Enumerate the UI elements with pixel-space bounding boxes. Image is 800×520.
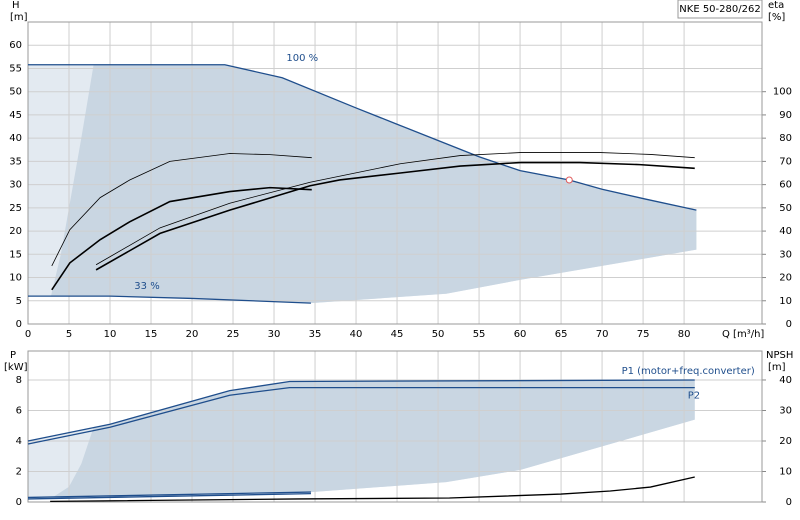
y-tick-label: 25 (9, 203, 22, 214)
y2-tick-label: 50 (779, 203, 792, 214)
y-tick-label: 0 (16, 497, 22, 508)
y2-tick-label: 90 (779, 110, 792, 121)
x-tick-label: 50 (432, 329, 445, 340)
curve (95, 161, 695, 271)
x-tick-label: 25 (227, 329, 240, 340)
curve (51, 186, 312, 291)
duty-point (565, 176, 573, 184)
x-tick-label: 20 (186, 329, 199, 340)
y2-axis-label: eta (768, 0, 784, 11)
y-tick-label: 2 (16, 466, 22, 477)
curve-label: P2 (688, 391, 700, 402)
y-axis-unit: [kW] (4, 362, 28, 373)
y-tick-label: 6 (16, 405, 22, 416)
y2-tick-label: 30 (779, 249, 792, 260)
x-tick-label: 35 (309, 329, 322, 340)
curve (28, 64, 697, 211)
x-tick-label: 55 (473, 329, 486, 340)
curve-label: 100 % (286, 53, 318, 64)
curve (27, 491, 311, 499)
y2-tick-label: 0 (786, 319, 792, 330)
y-tick-label: 35 (9, 156, 22, 167)
y-tick-label: 50 (9, 87, 22, 98)
x-tick-label: 15 (145, 329, 158, 340)
plot-frame (27, 21, 763, 325)
y-tick-label: 60 (9, 40, 22, 51)
curve (27, 386, 695, 445)
y2-tick-label: 80 (779, 133, 792, 144)
plot-frame (27, 350, 763, 503)
y2-tick-label: 40 (779, 226, 792, 237)
y2-tick-label: 20 (779, 436, 792, 447)
y-tick-label: 0 (16, 319, 22, 330)
x-tick-label: 10 (104, 329, 117, 340)
y2-tick-label: 10 (779, 296, 792, 307)
curve (28, 295, 311, 304)
y-tick-label: 10 (9, 273, 22, 284)
x-tick-label: 80 (678, 329, 691, 340)
operating-range (52, 379, 695, 498)
x-tick-label: 70 (596, 329, 609, 340)
y2-tick-label: 0 (786, 497, 792, 508)
curve-label: P1 (motor+freq.converter) (622, 366, 755, 377)
y-axis-unit: [m] (10, 12, 28, 23)
curve (95, 152, 695, 266)
x-tick-label: 0 (25, 329, 31, 340)
curve-label: 33 % (134, 281, 159, 292)
curve (27, 492, 311, 500)
x-tick-label: 75 (637, 329, 650, 340)
operating-range (50, 64, 697, 304)
y-tick-label: 40 (9, 133, 22, 144)
y-tick-label: 15 (9, 249, 22, 260)
y-axis-label: H (12, 0, 20, 11)
x-tick-label: 30 (268, 329, 281, 340)
x-tick-label: 45 (391, 329, 404, 340)
title-box (677, 0, 763, 19)
y2-tick-label: 70 (779, 156, 792, 167)
y2-tick-label: 60 (779, 180, 792, 191)
y2-axis-unit: [m] (768, 362, 786, 373)
chart-title: NKE 50-280/262 (679, 4, 760, 15)
y-tick-label: 8 (16, 375, 22, 386)
y2-tick-label: 40 (779, 375, 792, 386)
x-tick-label: 60 (514, 329, 527, 340)
y-tick-label: 5 (16, 296, 22, 307)
y-tick-label: 30 (9, 180, 22, 191)
y-tick-label: 20 (9, 226, 22, 237)
x-tick-label: 40 (350, 329, 363, 340)
y2-tick-label: 100 (773, 87, 792, 98)
y2-axis-unit: [%] (768, 12, 785, 23)
y2-tick-label: 20 (779, 273, 792, 284)
y-tick-label: 45 (9, 110, 22, 121)
x-tick-label: 5 (66, 329, 72, 340)
curve (50, 476, 695, 503)
y2-tick-label: 10 (779, 466, 792, 477)
y-axis-label: P (10, 350, 16, 361)
y-tick-label: 55 (9, 63, 22, 74)
y2-axis-label: NPSH (766, 350, 793, 361)
y2-tick-label: 30 (779, 405, 792, 416)
y-tick-label: 4 (16, 436, 22, 447)
x-axis-label: Q [m³/h] (722, 329, 764, 340)
x-tick-label: 65 (555, 329, 568, 340)
curve (27, 379, 695, 442)
curve (51, 153, 312, 267)
